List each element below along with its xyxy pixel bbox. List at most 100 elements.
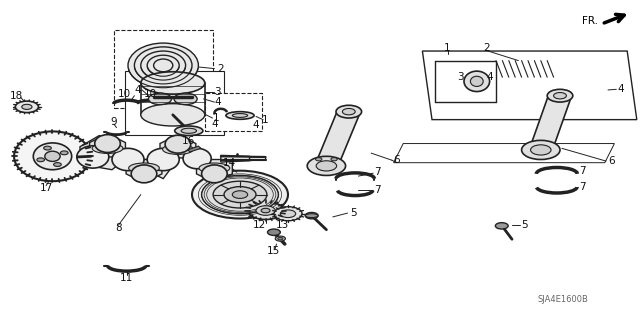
Ellipse shape [202,165,227,183]
Circle shape [522,140,560,160]
Text: 10: 10 [144,89,157,99]
Circle shape [37,158,45,162]
Text: 2: 2 [218,63,224,74]
Text: 4: 4 [253,120,259,130]
Circle shape [280,210,296,218]
Circle shape [278,237,283,240]
Text: 15: 15 [268,246,280,256]
Bar [125,71,224,135]
Text: 1: 1 [444,43,450,53]
Circle shape [44,146,51,150]
Circle shape [22,104,32,109]
Circle shape [495,223,508,229]
Text: 5: 5 [522,220,528,230]
Text: 12: 12 [253,220,266,230]
Text: 4: 4 [486,71,493,82]
Text: 7: 7 [374,167,381,177]
Ellipse shape [33,143,72,170]
Text: 4: 4 [214,97,221,107]
Ellipse shape [45,151,60,161]
Text: 4: 4 [134,85,141,95]
Circle shape [275,236,285,241]
Polygon shape [196,160,232,180]
Polygon shape [315,110,360,167]
Polygon shape [160,138,196,158]
Polygon shape [126,160,162,180]
Text: 16: 16 [182,136,195,146]
Circle shape [274,207,302,221]
Ellipse shape [181,128,196,133]
Circle shape [148,93,172,105]
Text: 18: 18 [10,91,22,101]
Ellipse shape [163,144,193,154]
Polygon shape [221,155,250,162]
Circle shape [336,105,362,118]
Ellipse shape [92,143,123,153]
Polygon shape [131,160,163,179]
Circle shape [202,175,278,214]
Polygon shape [422,51,637,120]
Text: 3: 3 [458,71,464,82]
Text: 10: 10 [118,89,131,99]
Polygon shape [90,137,125,157]
Text: 17: 17 [40,183,52,193]
Text: 3: 3 [214,87,221,97]
Ellipse shape [226,112,254,119]
Ellipse shape [232,114,248,117]
Circle shape [342,108,355,115]
Ellipse shape [147,148,179,171]
Ellipse shape [305,214,318,218]
Text: 4: 4 [212,119,218,130]
Ellipse shape [199,163,230,173]
Circle shape [60,151,68,155]
Circle shape [305,212,318,219]
Ellipse shape [470,76,483,86]
Text: SJA4E1600B: SJA4E1600B [538,295,589,304]
Text: 7: 7 [374,185,381,195]
Polygon shape [250,157,266,160]
Bar [114,30,213,108]
Text: 8: 8 [115,223,122,233]
Ellipse shape [165,135,191,153]
Polygon shape [99,142,125,170]
Ellipse shape [141,72,205,94]
Circle shape [213,181,267,208]
Text: 7: 7 [579,182,586,192]
Circle shape [248,202,284,219]
Circle shape [256,206,275,215]
Text: 6: 6 [608,156,614,166]
Circle shape [174,93,197,105]
Ellipse shape [131,165,157,183]
Text: 1: 1 [213,113,220,123]
Text: FR.: FR. [582,16,598,26]
Polygon shape [188,146,201,152]
Text: 2: 2 [483,43,490,53]
Ellipse shape [175,126,203,136]
Circle shape [15,101,38,113]
Text: 5: 5 [350,208,356,218]
Ellipse shape [128,43,198,88]
Polygon shape [529,95,572,151]
Text: 1: 1 [262,115,269,125]
Text: 13: 13 [276,219,289,230]
Circle shape [531,145,551,155]
Circle shape [261,208,270,213]
Polygon shape [150,150,179,179]
Text: 6: 6 [394,155,400,165]
Text: 9: 9 [111,117,117,127]
Circle shape [547,89,573,102]
Circle shape [554,93,566,99]
Polygon shape [80,136,112,160]
Ellipse shape [183,148,211,169]
Ellipse shape [464,71,490,92]
Circle shape [307,156,346,175]
Text: 14: 14 [223,158,236,168]
Circle shape [268,229,280,235]
Bar [205,93,262,131]
Ellipse shape [14,131,91,181]
Text: 11: 11 [120,273,133,283]
Ellipse shape [129,163,159,173]
Circle shape [224,187,256,203]
Circle shape [232,191,248,198]
Circle shape [316,161,337,171]
